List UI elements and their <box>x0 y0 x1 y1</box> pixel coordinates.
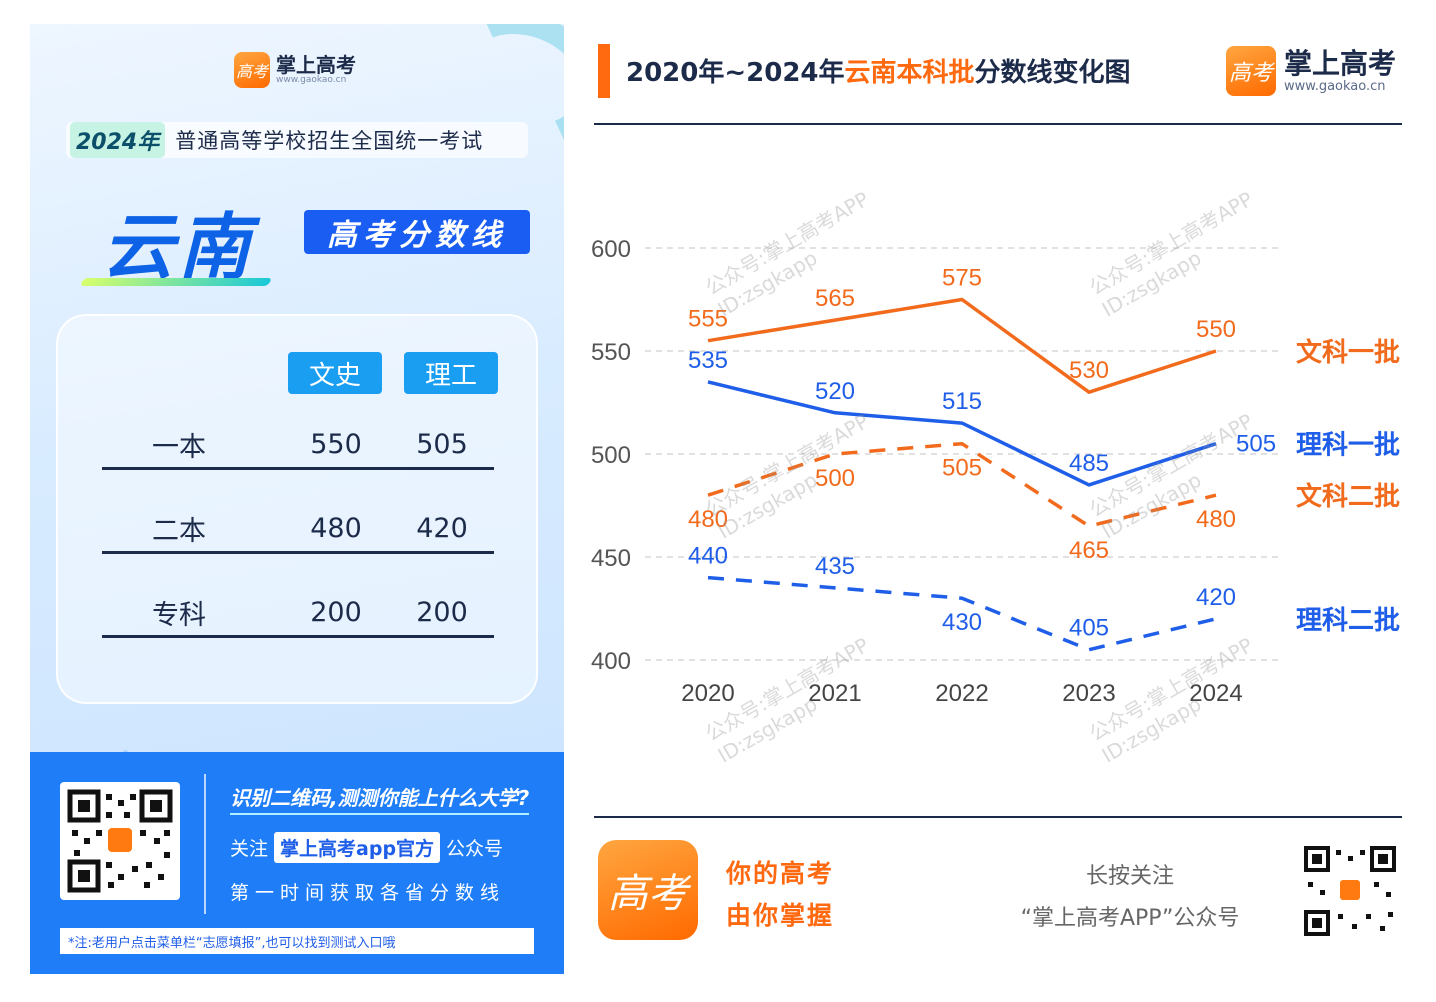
exam-year: 2024年 <box>70 122 166 158</box>
follow-suffix: 公众号 <box>446 838 504 860</box>
first-time-text: 第一时间获取各省分数线 <box>230 882 506 904</box>
data-label: 530 <box>1069 357 1109 384</box>
row-label: 一本 <box>152 432 206 463</box>
score-poster: 高考 掌上高考 www.gaokao.cn 2024年 普通高等学校招生全国统一… <box>30 24 564 974</box>
title-highlight: 云南本科批 <box>844 58 975 88</box>
province-underline <box>79 278 273 286</box>
data-label: 480 <box>688 506 728 533</box>
title-post: 分数线变化图 <box>974 58 1131 88</box>
exam-text: 普通高等学校招生全国统一考试 <box>175 129 484 153</box>
col-header-ligong: 理工 <box>404 352 498 394</box>
data-label: 515 <box>942 388 982 415</box>
ligong-score: 505 <box>416 429 468 460</box>
scan-prompt: 识别二维码,测测你能上什么大学? <box>230 782 530 815</box>
brand-name: 掌上高考 <box>1284 46 1397 80</box>
series-name-label: 理科一批 <box>1296 431 1400 461</box>
y-tick-label: 450 <box>591 545 631 572</box>
data-label: 535 <box>688 347 728 374</box>
official-account-text: “掌上高考APP”公众号 <box>1020 906 1240 931</box>
data-label: 435 <box>815 553 855 580</box>
data-label: 430 <box>942 609 982 636</box>
data-label: 420 <box>1196 584 1236 611</box>
series-name-label: 文科一批 <box>1296 337 1400 368</box>
line-chart: 400 450 500 550 600 2020 2021 2022 2023 2024 555 56… <box>591 236 1400 707</box>
header-divider <box>594 123 1402 125</box>
data-label: 565 <box>815 285 855 312</box>
x-tick-label: 2024 <box>1189 680 1242 707</box>
x-tick-label: 2020 <box>681 680 734 707</box>
series-name-label: 文科二批 <box>1296 481 1400 512</box>
brand-name: 掌上高考 <box>276 53 356 77</box>
brand-logo: 高考 掌上高考 www.gaokao.cn <box>234 52 356 88</box>
divider <box>204 774 206 914</box>
brand-url: www.gaokao.cn <box>276 75 347 85</box>
table-row: 二本 480 420 <box>102 506 494 554</box>
data-label: 520 <box>815 378 855 405</box>
data-label: 480 <box>1196 506 1236 533</box>
data-label: 405 <box>1069 615 1109 642</box>
slogan-line2: 由你掌握 <box>726 901 835 930</box>
gaokao-app-icon: 高考 <box>598 840 698 940</box>
row-label: 二本 <box>152 516 206 547</box>
table-row: 一本 550 505 <box>102 422 494 470</box>
table-row: 专科 200 200 <box>102 590 494 638</box>
x-tick-label: 2023 <box>1062 680 1115 707</box>
y-tick-label: 500 <box>591 442 631 469</box>
qr-code-icon[interactable] <box>1300 842 1400 940</box>
ligong-score: 200 <box>416 597 468 628</box>
data-label: 440 <box>688 543 728 570</box>
wenshi-score: 200 <box>310 597 362 628</box>
data-label: 500 <box>815 465 855 492</box>
data-label: 575 <box>942 265 982 292</box>
data-label: 505 <box>1236 431 1276 458</box>
qr-code-icon[interactable] <box>60 782 180 900</box>
score-table: 文史 理工 一本 550 505 二本 480 420 专科 200 200 <box>56 314 538 704</box>
exam-banner: 2024年 普通高等学校招生全国统一考试 <box>66 122 528 158</box>
title-accent-bar <box>598 44 610 98</box>
x-tick-label: 2022 <box>935 680 988 707</box>
col-header-wenshi: 文史 <box>288 352 382 394</box>
row-label: 专科 <box>152 600 206 631</box>
data-label: 550 <box>1196 316 1236 343</box>
press-follow-text: 长按关注 <box>1085 864 1174 889</box>
brand-url: www.gaokao.cn <box>1284 78 1386 94</box>
wenshi-score: 480 <box>310 513 362 544</box>
y-tick-label: 600 <box>591 236 631 263</box>
data-label: 505 <box>942 455 982 482</box>
series-line <box>707 575 1217 652</box>
follow-prefix: 关注 <box>230 838 269 860</box>
series-line <box>707 297 1217 394</box>
data-label: 555 <box>688 306 728 333</box>
follow-line: 关注 掌上高考app官方 公众号 <box>230 832 503 863</box>
y-tick-label: 400 <box>591 648 631 675</box>
account-name: 掌上高考app官方 <box>274 832 441 863</box>
promo-bar: 识别二维码,测测你能上什么大学? 关注 掌上高考app官方 公众号 第一时间获取… <box>30 752 564 974</box>
x-tick-label: 2021 <box>808 680 861 707</box>
wenshi-score: 550 <box>310 429 362 460</box>
slogan-line1: 你的高考 <box>726 859 835 888</box>
gaokao-logo-icon: 高考 <box>1226 46 1276 96</box>
gaokao-logo-icon: 高考 <box>234 52 270 88</box>
chart-title: 2020年~2024年云南本科批分数线变化图 <box>626 52 1131 89</box>
ligong-score: 420 <box>416 513 468 544</box>
series-line <box>707 441 1217 528</box>
title-pre: 2020年~2024年 <box>626 58 845 88</box>
province-title: 云南 <box>102 205 255 289</box>
data-label: 465 <box>1069 537 1109 564</box>
series-line <box>707 380 1217 487</box>
data-label: 485 <box>1069 450 1109 477</box>
footer-divider <box>594 816 1402 818</box>
brand-logo: 高考 掌上高考 www.gaokao.cn <box>1226 46 1396 96</box>
footnote: *注:老用户点击菜单栏“志愿填报”,也可以找到测试入口哦 <box>60 928 534 954</box>
y-tick-label: 550 <box>591 339 631 366</box>
series-name-label: 理科二批 <box>1296 606 1400 636</box>
score-line-title: 高考分数线 <box>304 210 530 254</box>
